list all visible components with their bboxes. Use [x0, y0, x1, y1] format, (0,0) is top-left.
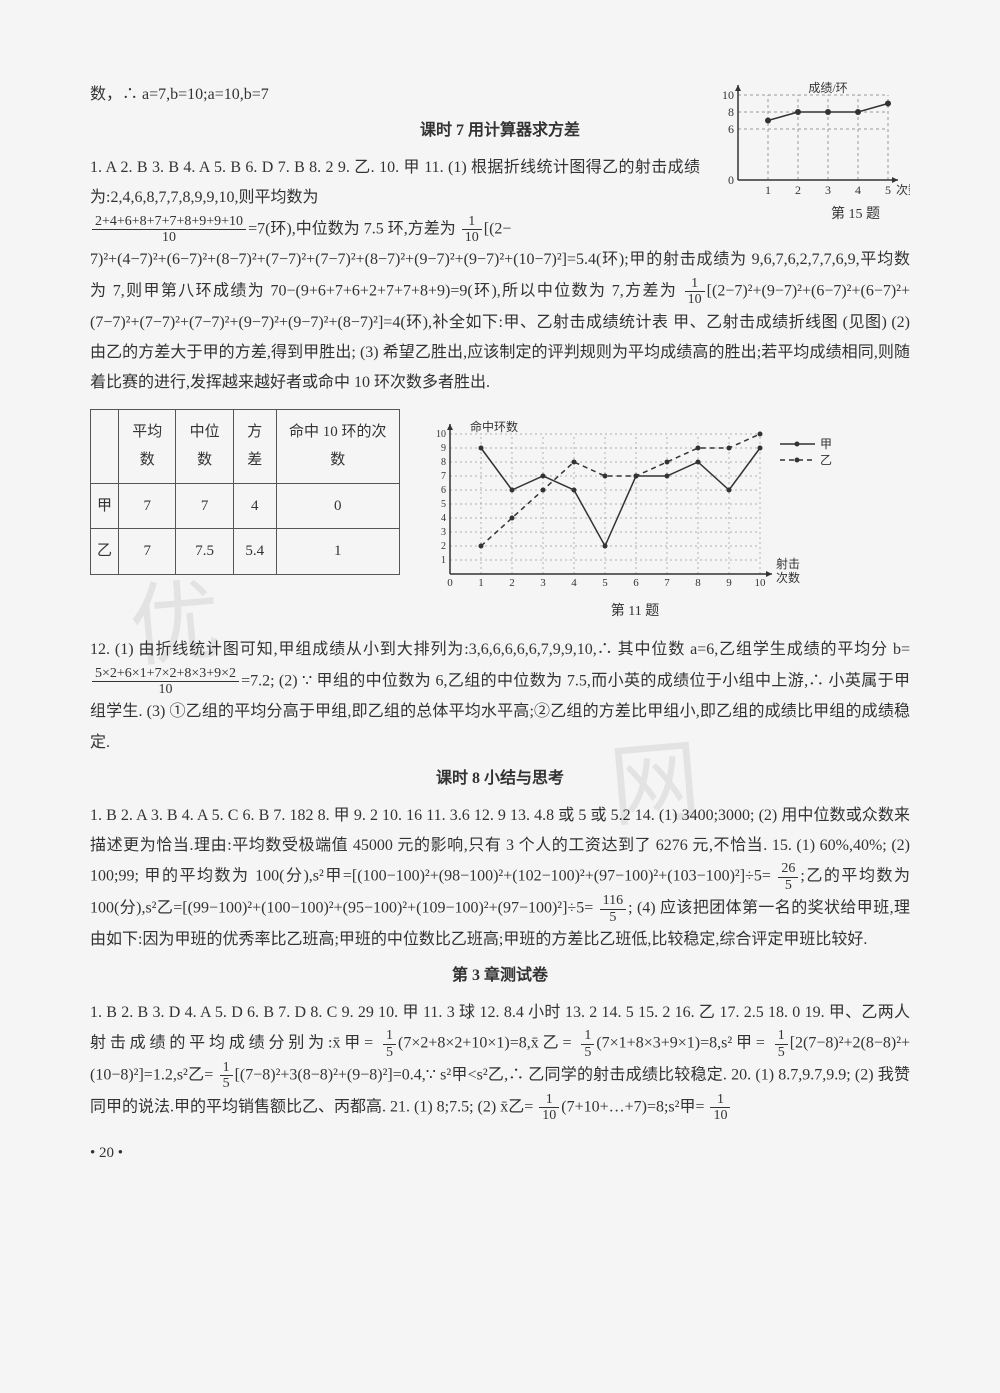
table-header [91, 409, 119, 483]
table-cell: 7 [119, 529, 176, 575]
frac-1-10-c: 110 [539, 1092, 559, 1124]
lesson8-title: 课时 8 小结与思考 [90, 764, 910, 794]
svg-text:2: 2 [509, 577, 515, 589]
table-cell: 1 [276, 529, 399, 575]
frac-26-5: 26 5 [778, 861, 798, 893]
table-cell: 7 [119, 483, 176, 529]
frac-1-5-d: 15 [220, 1060, 233, 1092]
svg-text:命中环数: 命中环数 [470, 419, 518, 434]
test3-body: 1. B 2. B 3. D 4. A 5. D 6. B 7. D 8. C … [90, 998, 910, 1124]
svg-text:9: 9 [441, 443, 446, 454]
svg-text:9: 9 [726, 577, 732, 589]
lesson7-ans-text: 1. A 2. B 3. B 4. A 5. B 6. D 7. B 8. 2 … [90, 159, 700, 206]
table-chart-row: 平均数中位数方差命中 10 环的次数 甲7740乙77.55.41 123456… [90, 409, 910, 626]
frac-1-10-a: 1 10 [462, 214, 482, 246]
svg-text:5: 5 [885, 183, 891, 197]
frac-1-10-d: 110 [710, 1092, 730, 1124]
table-cell: 4 [233, 483, 276, 529]
svg-text:3: 3 [825, 183, 831, 197]
table-cell: 7.5 [176, 529, 233, 575]
svg-text:5: 5 [602, 577, 608, 589]
table-header: 中位数 [176, 409, 233, 483]
q12: 12. (1) 由折线统计图可知,甲组成绩从小到大排列为:3,6,6,6,6,6… [90, 635, 910, 758]
table-header: 方差 [233, 409, 276, 483]
table-header: 命中 10 环的次数 [276, 409, 399, 483]
frac-q12: 5×2+6×1+7×2+8×3+9×2 10 [92, 666, 239, 698]
svg-text:射击: 射击 [776, 556, 800, 571]
svg-text:1: 1 [765, 183, 771, 197]
chart-1: 0681012345成绩/环次数 [710, 80, 910, 200]
frac-1-5-a: 15 [383, 1028, 396, 1060]
lesson8-body: 1. B 2. A 3. B 4. A 5. C 6. B 7. 182 8. … [90, 801, 910, 956]
svg-text:乙: 乙 [820, 453, 832, 467]
chart-2-caption: 第 11 题 [420, 599, 850, 626]
svg-text:8: 8 [441, 457, 446, 468]
table-cell: 甲 [91, 483, 119, 529]
chart-2: 12345678910012345678910命中环数射击次数甲乙 [420, 409, 850, 599]
svg-text:4: 4 [855, 183, 861, 197]
stats-table: 平均数中位数方差命中 10 环的次数 甲7740乙77.55.41 [90, 409, 400, 575]
svg-text:6: 6 [633, 577, 639, 589]
frac-116-5: 116 5 [600, 893, 626, 925]
test3-title: 第 3 章测试卷 [90, 961, 910, 991]
table-cell: 5.4 [233, 529, 276, 575]
svg-text:4: 4 [441, 513, 446, 524]
table-row: 甲7740 [91, 483, 400, 529]
svg-text:2: 2 [795, 183, 801, 197]
table-cell: 7 [176, 483, 233, 529]
svg-text:2: 2 [441, 541, 446, 552]
table-row: 乙77.55.41 [91, 529, 400, 575]
frac-1-10-b: 1 10 [685, 276, 705, 308]
svg-text:10: 10 [755, 577, 767, 589]
svg-text:10: 10 [722, 88, 734, 102]
svg-text:3: 3 [441, 527, 446, 538]
svg-text:0: 0 [447, 577, 453, 589]
lesson7-p2: 2+4+6+8+7+7+8+9+9+10 10 =7(环),中位数为 7.5 环… [90, 214, 910, 246]
page-number: • 20 • [90, 1139, 910, 1168]
frac-sum: 2+4+6+8+7+7+8+9+9+10 10 [92, 214, 246, 246]
table-cell: 乙 [91, 529, 119, 575]
svg-text:次数: 次数 [776, 570, 800, 585]
svg-text:1: 1 [441, 555, 446, 566]
svg-text:7: 7 [664, 577, 670, 589]
svg-text:5: 5 [441, 499, 446, 510]
svg-text:0: 0 [728, 173, 734, 187]
svg-text:10: 10 [436, 429, 446, 440]
svg-text:甲: 甲 [820, 437, 832, 451]
svg-text:7: 7 [441, 471, 446, 482]
svg-text:次数: 次数 [896, 182, 910, 197]
svg-text:4: 4 [571, 577, 577, 589]
lesson7-p3: 7)²+(4−7)²+(6−7)²+(8−7)²+(7−7)²+(7−7)²+(… [90, 245, 910, 398]
frac-1-5-c: 15 [775, 1028, 788, 1060]
svg-text:8: 8 [695, 577, 701, 589]
page-content: 0681012345成绩/环次数 第 15 题 数，∴ a=7,b=10;a=1… [90, 80, 910, 1168]
table-header: 平均数 [119, 409, 176, 483]
svg-text:8: 8 [728, 105, 734, 119]
svg-text:6: 6 [728, 122, 734, 136]
svg-text:3: 3 [540, 577, 546, 589]
svg-text:6: 6 [441, 485, 446, 496]
svg-text:1: 1 [478, 577, 484, 589]
svg-text:成绩/环: 成绩/环 [808, 81, 847, 95]
frac-1-5-b: 15 [581, 1028, 594, 1060]
chart-1-caption: 第 15 题 [831, 202, 880, 229]
table-cell: 0 [276, 483, 399, 529]
